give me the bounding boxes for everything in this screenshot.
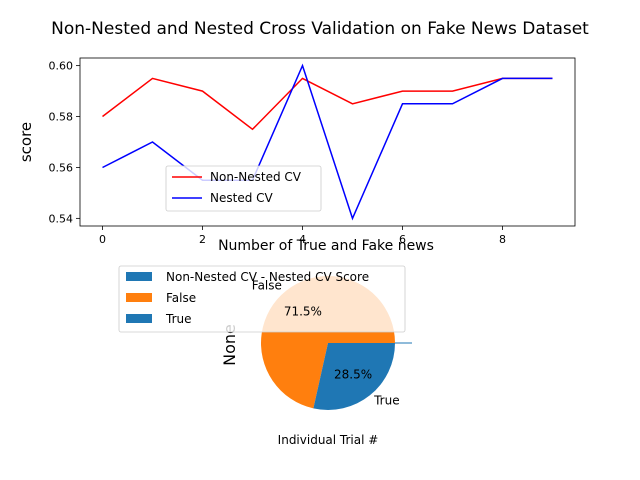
y-tick-label: 0.60 [49, 60, 74, 73]
line-chart: 0 2 4 6 8 0.54 0.56 0.58 0.60 score Non-Nested … [17, 57, 576, 246]
pie-slice-percent-false: 71.5% [284, 305, 322, 319]
x-tick-label: 2 [199, 233, 206, 246]
x-tick-label: 6 [399, 233, 406, 246]
pie-slice-label-false: False [252, 279, 282, 293]
pie-legend-label-score: Non-Nested CV - Nested CV Score [166, 270, 369, 284]
pie-legend-swatch-score [126, 272, 152, 281]
x-tick-label: 8 [499, 233, 506, 246]
pie-slice-label-true: True [373, 394, 400, 408]
pie-chart-legend: Non-Nested CV - Nested CV Score False Tr… [118, 265, 406, 333]
line-chart-title: Non-Nested and Nested Cross Validation o… [51, 19, 589, 39]
pie-legend-swatch-false [126, 293, 152, 302]
y-tick-label: 0.58 [49, 111, 74, 124]
series-line-nested-cv [102, 63, 553, 221]
pie-legend-label-false: False [166, 291, 196, 305]
pie-legend-label-true: True [165, 312, 192, 326]
series-line-non-nested-cv [102, 77, 553, 131]
pie-slice-true [313, 343, 395, 411]
line-chart-x-axis-label: Individual Trial # [278, 433, 379, 447]
legend-label-non-nested-cv: Non-Nested CV [210, 170, 302, 184]
y-tick-label: 0.56 [49, 161, 74, 174]
pie-chart-title: Number of True and Fake news [218, 238, 434, 254]
legend-label-nested-cv: Nested CV [210, 191, 274, 205]
line-chart-x-ticks: 0 2 4 6 8 [99, 226, 506, 246]
pie-legend-swatch-true [126, 314, 152, 323]
line-chart-legend: Non-Nested CV Nested CV [165, 165, 322, 212]
line-chart-y-axis-label: score [17, 122, 35, 162]
pie-chart: Number of True and Fake news Individual … [118, 238, 434, 447]
x-tick-label: 4 [299, 233, 306, 246]
line-chart-axes-frame [79, 57, 576, 227]
x-tick-label: 0 [99, 233, 106, 246]
line-chart-y-ticks: 0.54 0.56 0.58 0.60 [49, 60, 80, 225]
line-chart-series [102, 63, 553, 221]
pie-slice-percent-true: 28.5% [334, 367, 372, 381]
y-tick-label: 0.54 [49, 212, 74, 225]
pie-chart-y-axis-label: None [220, 324, 239, 366]
